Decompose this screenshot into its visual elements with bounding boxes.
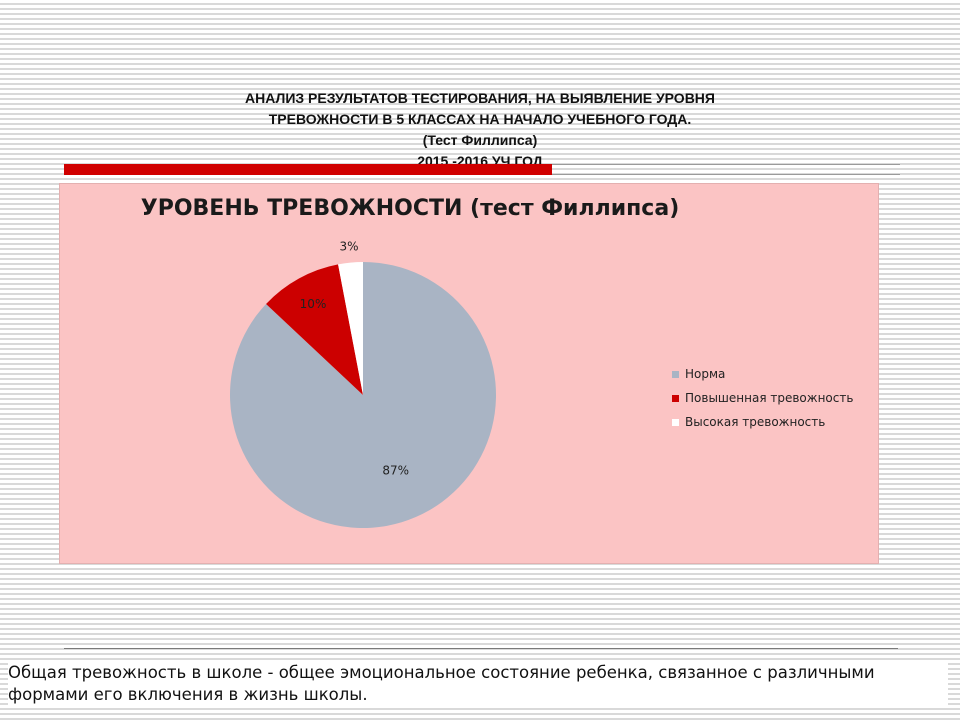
pie-label-elevated: 10%: [300, 297, 327, 311]
legend-swatch-high: [672, 418, 679, 426]
title-accent-bar: [64, 164, 552, 175]
pie-slice-elevated: [266, 264, 363, 395]
chart-panel: УРОВЕНЬ ТРЕВОЖНОСТИ (тест Филлипса) 87% 1…: [59, 183, 879, 564]
title-divider-line-lower: [552, 174, 900, 175]
chart-title: УРОВЕНЬ ТРЕВОЖНОСТИ (тест Филлипса): [140, 196, 680, 221]
legend-item-elevated: Повышенная тревожность: [672, 386, 853, 410]
slide-title-line-1: АНАЛИЗ РЕЗУЛЬТАТОВ ТЕСТИРОВАНИЯ, НА ВЫЯВ…: [245, 90, 715, 106]
chart-legend: Норма Повышенная тревожность Высокая тре…: [672, 362, 853, 434]
legend-item-high: Высокая тревожность: [672, 410, 853, 434]
footer-divider-line: [64, 648, 898, 649]
pie-slice-high: [338, 262, 363, 395]
legend-label-elevated: Повышенная тревожность: [685, 391, 854, 405]
legend-item-norm: Норма: [672, 362, 853, 386]
pie-label-norm: 87%: [382, 464, 409, 478]
legend-swatch-norm: [672, 370, 679, 378]
title-divider-line: [552, 164, 900, 165]
legend-label-norm: Норма: [685, 367, 726, 381]
legend-swatch-elevated: [672, 394, 679, 402]
slide-title-line-2: ТРЕВОЖНОСТИ В 5 КЛАССАХ НА НАЧАЛО УЧЕБНО…: [268, 111, 692, 127]
pie-label-high: 3%: [339, 240, 358, 254]
legend-label-high: Высокая тревожность: [685, 415, 826, 429]
slide-title-line-3: (Тест Филлипса): [422, 132, 538, 148]
slide-title: АНАЛИЗ РЕЗУЛЬТАТОВ ТЕСТИРОВАНИЯ, НА ВЫЯВ…: [180, 88, 780, 172]
footer-definition-text: Общая тревожность в школе - общее эмоцио…: [8, 662, 948, 706]
pie-chart: 87% 10% 3%: [229, 240, 497, 528]
